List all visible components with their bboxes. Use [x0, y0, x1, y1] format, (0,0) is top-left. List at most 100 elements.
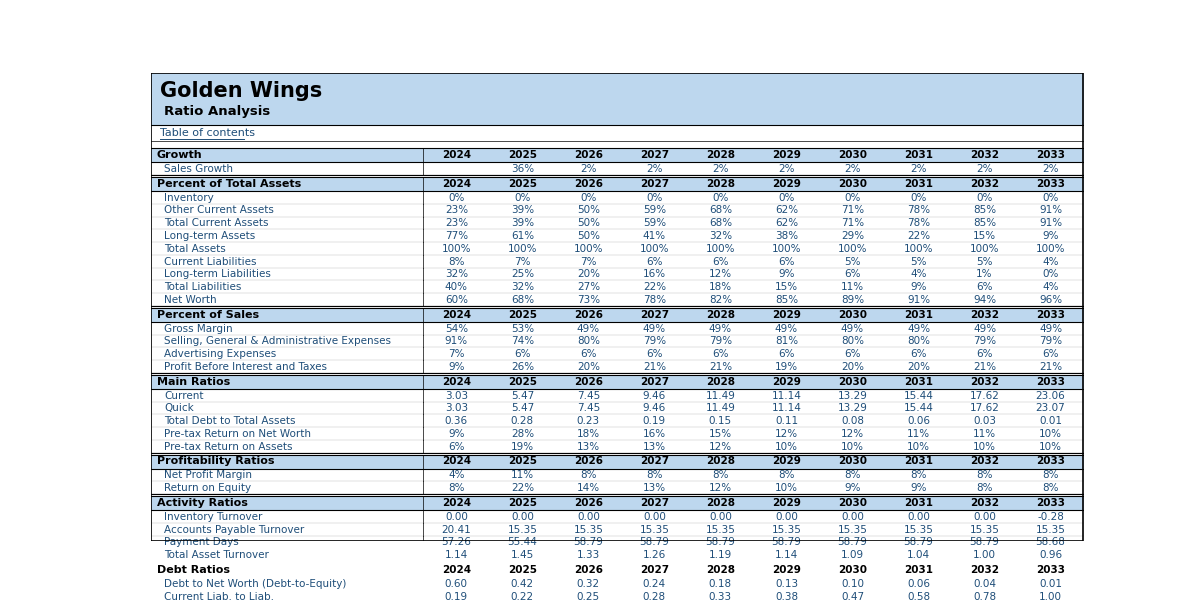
Text: 2025: 2025	[508, 150, 537, 160]
Text: 85%: 85%	[973, 206, 996, 215]
Text: 28%: 28%	[510, 429, 533, 439]
Text: Ratio Analysis: Ratio Analysis	[165, 105, 271, 119]
Text: 5%: 5%	[976, 257, 993, 266]
Text: 2032: 2032	[970, 498, 999, 508]
Text: 5.47: 5.47	[510, 403, 533, 413]
Text: 7%: 7%	[448, 349, 465, 359]
Bar	[150, 306, 1084, 308]
Text: 20%: 20%	[842, 362, 864, 372]
Text: 2030: 2030	[838, 309, 867, 320]
Text: 2029: 2029	[772, 376, 801, 387]
Text: 2%: 2%	[1043, 164, 1058, 174]
Text: Pre-tax Return on Assets: Pre-tax Return on Assets	[165, 442, 293, 452]
Text: 29%: 29%	[840, 231, 864, 241]
Text: 2031: 2031	[904, 565, 933, 575]
Text: 2029: 2029	[772, 150, 801, 160]
Text: 0.00: 0.00	[907, 512, 929, 522]
Text: 58.79: 58.79	[639, 537, 669, 547]
Text: 2028: 2028	[706, 498, 734, 508]
Text: 2032: 2032	[970, 150, 999, 160]
Text: 2026: 2026	[574, 498, 603, 508]
Text: 15%: 15%	[775, 282, 798, 292]
Text: 23.07: 23.07	[1035, 403, 1066, 413]
Text: 39%: 39%	[510, 218, 533, 228]
Text: 8%: 8%	[910, 471, 927, 480]
Text: 2030: 2030	[838, 376, 867, 387]
Text: 13%: 13%	[643, 483, 666, 493]
Text: 12%: 12%	[709, 442, 732, 452]
Text: 2032: 2032	[970, 565, 999, 575]
Text: 2025: 2025	[508, 457, 537, 466]
Text: 61%: 61%	[510, 231, 533, 241]
Bar	[150, 482, 1084, 494]
Text: 89%: 89%	[840, 295, 864, 305]
Text: Activity Ratios: Activity Ratios	[157, 498, 248, 508]
Text: 2029: 2029	[772, 179, 801, 188]
Text: 32%: 32%	[444, 269, 468, 280]
Text: 2030: 2030	[838, 565, 867, 575]
Text: 79%: 79%	[643, 336, 666, 347]
Text: 100%: 100%	[639, 244, 669, 254]
Text: 21%: 21%	[973, 362, 996, 372]
Text: 58.79: 58.79	[903, 537, 933, 547]
Bar	[150, 469, 1084, 482]
Text: 100%: 100%	[442, 244, 471, 254]
Text: 23%: 23%	[444, 218, 468, 228]
Bar	[150, 293, 1084, 306]
Text: 79%: 79%	[1039, 336, 1062, 347]
Text: 2029: 2029	[772, 498, 801, 508]
Text: 0.00: 0.00	[577, 512, 600, 522]
Text: 17.62: 17.62	[969, 390, 999, 401]
Text: 2026: 2026	[574, 457, 603, 466]
Text: 6%: 6%	[647, 257, 662, 266]
Text: Total Current Assets: Total Current Assets	[165, 218, 268, 228]
Text: 15.35: 15.35	[772, 525, 802, 534]
Text: 2027: 2027	[639, 179, 669, 188]
Text: 7.45: 7.45	[577, 403, 600, 413]
Text: 91%: 91%	[1039, 218, 1062, 228]
Text: 0.38: 0.38	[775, 592, 798, 601]
Text: Growth: Growth	[157, 150, 202, 160]
Text: 21%: 21%	[1039, 362, 1062, 372]
Text: 68%: 68%	[709, 206, 732, 215]
Text: 2033: 2033	[1037, 376, 1066, 387]
Text: 2024: 2024	[442, 150, 471, 160]
Text: 68%: 68%	[709, 218, 732, 228]
Text: 41%: 41%	[643, 231, 666, 241]
Text: 0%: 0%	[1043, 193, 1058, 202]
Text: 6%: 6%	[844, 349, 861, 359]
Bar	[150, 148, 1084, 162]
Text: 19%: 19%	[510, 442, 533, 452]
Text: 2024: 2024	[442, 457, 471, 466]
Text: 6%: 6%	[976, 349, 993, 359]
Text: 7.45: 7.45	[577, 390, 600, 401]
Text: 49%: 49%	[840, 323, 864, 334]
Text: 0.32: 0.32	[577, 579, 600, 589]
Bar	[150, 308, 1084, 322]
Text: 19%: 19%	[775, 362, 798, 372]
Text: 18%: 18%	[709, 282, 732, 292]
Text: 80%: 80%	[842, 336, 864, 347]
Bar	[150, 204, 1084, 216]
Text: 0.03: 0.03	[973, 416, 996, 426]
Text: 39%: 39%	[510, 206, 533, 215]
Text: 8%: 8%	[844, 471, 861, 480]
Text: Golden Wings: Golden Wings	[160, 81, 321, 101]
Bar	[150, 280, 1084, 293]
Text: 2027: 2027	[639, 565, 669, 575]
Text: 32%: 32%	[510, 282, 533, 292]
Text: 0.36: 0.36	[444, 416, 468, 426]
Text: Profitability Ratios: Profitability Ratios	[157, 457, 275, 466]
Text: 85%: 85%	[973, 218, 996, 228]
Text: 2%: 2%	[976, 164, 993, 174]
Text: 71%: 71%	[840, 206, 864, 215]
Text: 100%: 100%	[706, 244, 736, 254]
Text: 2033: 2033	[1037, 309, 1066, 320]
Text: 2028: 2028	[706, 179, 734, 188]
Text: 8%: 8%	[778, 471, 795, 480]
Text: 10%: 10%	[973, 442, 996, 452]
Bar	[150, 523, 1084, 536]
Text: 11%: 11%	[973, 429, 996, 439]
Text: 2026: 2026	[574, 565, 603, 575]
Bar	[150, 361, 1084, 373]
